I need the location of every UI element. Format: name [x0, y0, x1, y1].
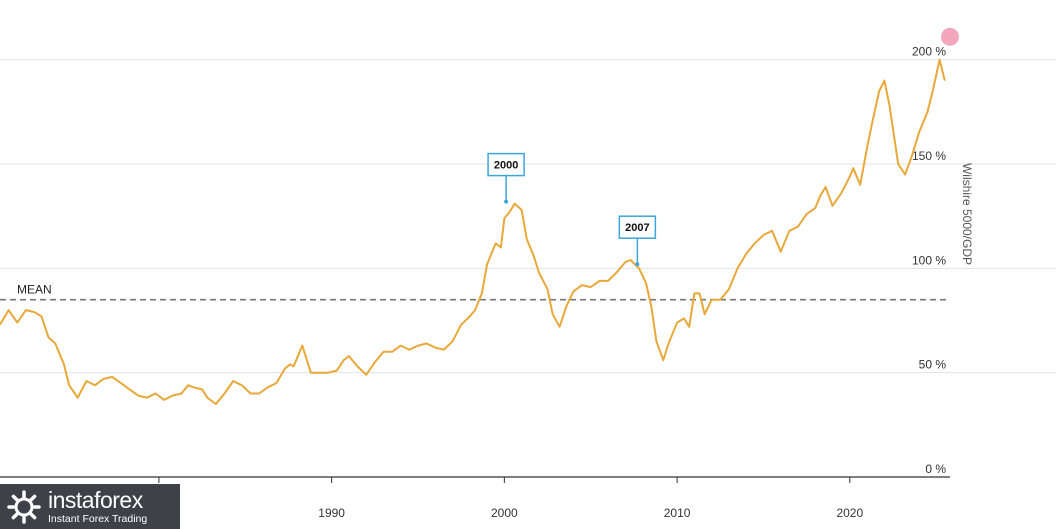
- y-tick-label: 100 %: [912, 253, 946, 267]
- x-tick-label: 2010: [664, 506, 691, 520]
- current-value-dot: [941, 27, 959, 46]
- watermark-brand: instaforex: [48, 486, 143, 513]
- watermark-text: instaforex Instant Forex Trading: [48, 486, 148, 525]
- annotation-2007: 2007: [618, 215, 657, 267]
- y-tick-label: 0 %: [925, 462, 946, 476]
- y-axis-title: Wilshire 5000/GDP: [960, 163, 974, 265]
- annotations: 2000 2007: [487, 152, 657, 267]
- x-tick-label: 2020: [836, 506, 863, 520]
- callout-label: 2000: [494, 160, 518, 172]
- series-line: [0, 58, 946, 405]
- callout-box: [618, 215, 657, 239]
- gridlines: [0, 59, 1056, 374]
- y-tick-label: 150 %: [912, 149, 946, 163]
- watermark: instaforex Instant Forex Trading: [0, 484, 180, 529]
- y-tick-label: 200 %: [912, 45, 946, 59]
- x-tick-label: 1990: [318, 506, 345, 520]
- y-tick-labels: 0 % 50 % 100 % 150 % 200 %: [912, 45, 946, 476]
- x-tick-label: 2000: [491, 506, 518, 520]
- annotation-2000: 2000: [487, 152, 525, 204]
- callout-point: [504, 199, 509, 204]
- x-tick-labels: 19801990200020102020: [146, 477, 863, 520]
- callout-label: 2007: [625, 222, 649, 234]
- mean-label: MEAN: [17, 283, 52, 297]
- y-tick-label: 50 %: [919, 358, 947, 372]
- callout-box: [487, 152, 525, 177]
- watermark-tagline: Instant Forex Trading: [48, 512, 148, 525]
- mean-reference: MEAN: [0, 283, 950, 301]
- logo-icon: [7, 489, 41, 524]
- callout-point: [635, 262, 640, 267]
